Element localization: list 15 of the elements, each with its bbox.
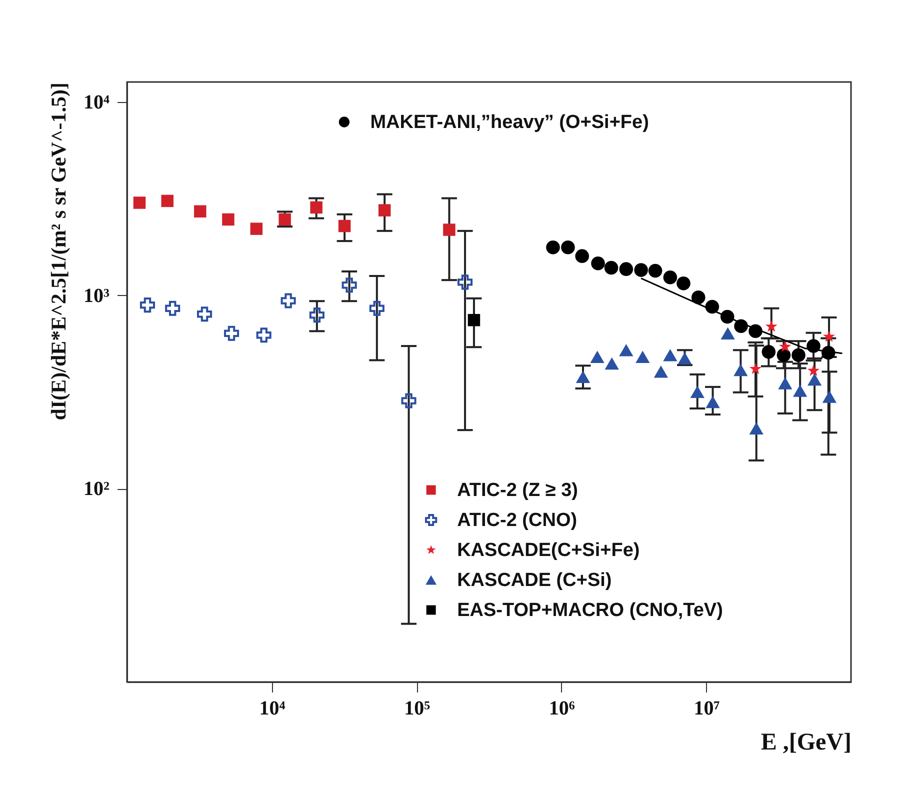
x-tick-label: 10⁵ xyxy=(404,698,430,720)
y-tick-label: 10³ xyxy=(84,284,110,307)
x-tick-label: 10⁴ xyxy=(259,698,286,720)
y-tick-label: 10⁴ xyxy=(84,92,110,114)
legend-label: KASCADE(C+Si+Fe) xyxy=(457,540,640,561)
y-axis-title: dI(E)/dE*E^2.5[1/(m² s sr GeV^-1.5)] xyxy=(46,82,71,420)
x-tick-label: 10⁶ xyxy=(548,698,575,720)
x-tick-label: 10⁷ xyxy=(694,698,720,720)
legend-label: ATIC-2 (Z ≥ 3) xyxy=(457,480,578,501)
y-tick-label: 10² xyxy=(84,478,110,500)
legend-label: KASCADE (C+Si) xyxy=(457,570,612,591)
x-axis-title: E ,[GeV] xyxy=(760,730,852,756)
legend-label: EAS-TOP+MACRO (CNO,TeV) xyxy=(457,600,723,621)
legend-label: MAKET-ANI,”heavy” (O+Si+Fe) xyxy=(370,112,649,133)
legend-label: ATIC-2 (CNO) xyxy=(457,510,578,531)
